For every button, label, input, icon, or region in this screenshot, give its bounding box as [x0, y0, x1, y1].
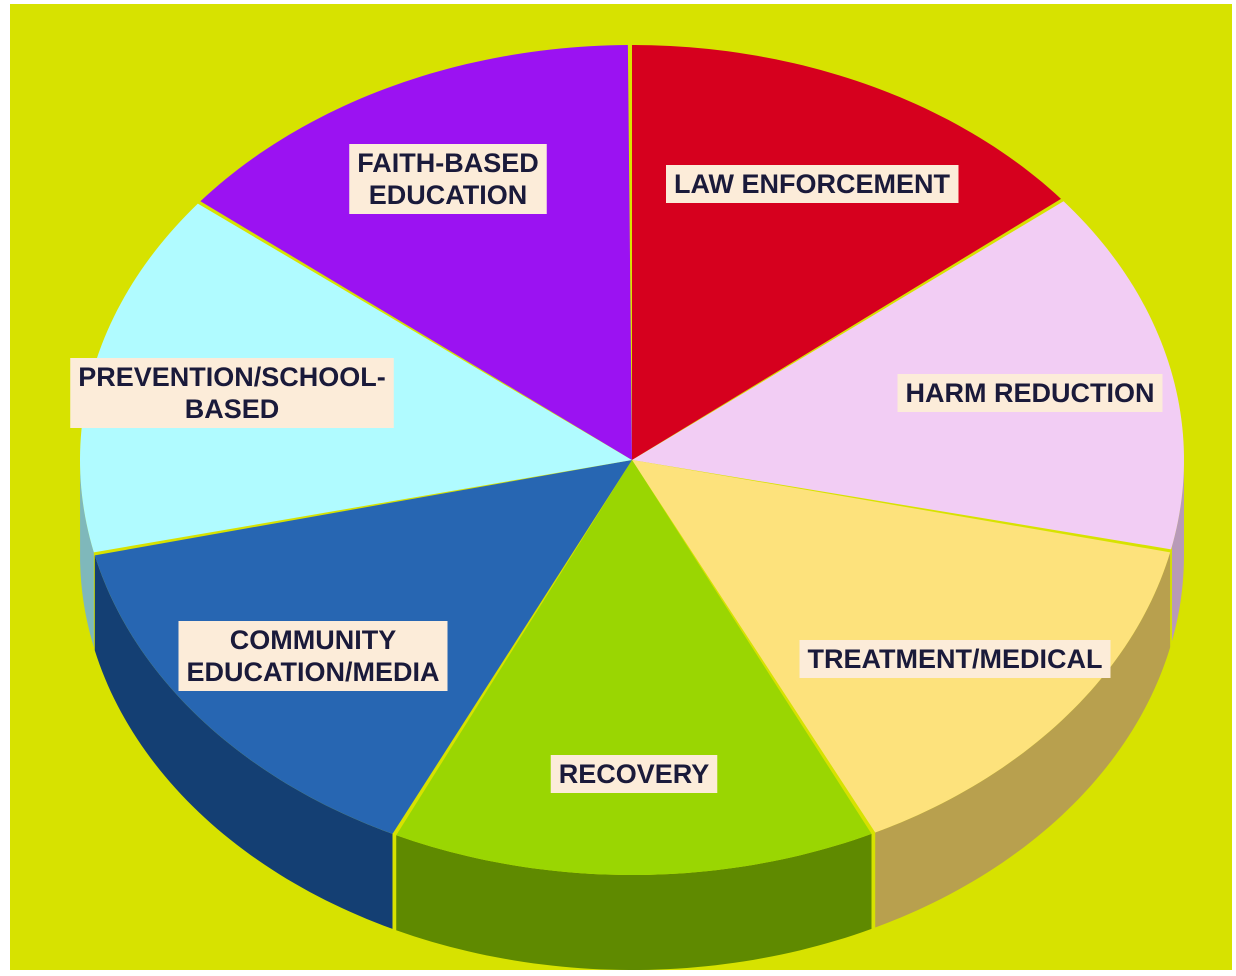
label-text: LAW ENFORCEMENT: [674, 169, 950, 199]
label-text: EDUCATION/MEDIA: [187, 657, 440, 687]
pie-slice: [396, 460, 872, 875]
label-box: [550, 755, 718, 793]
label-text: FAITH-BASED: [357, 148, 539, 178]
pie-sides: [80, 460, 1184, 970]
slice-label: HARM REDUCTION: [897, 374, 1163, 412]
label-box: [70, 358, 394, 428]
label-box: [897, 374, 1163, 412]
label-box: [349, 144, 547, 214]
label-text: PREVENTION/SCHOOL-: [78, 362, 386, 392]
slice-label: RECOVERY: [550, 755, 718, 793]
pie-slice: [632, 45, 1061, 460]
label-text: HARM REDUCTION: [906, 378, 1155, 408]
label-text: EDUCATION: [369, 180, 528, 210]
label-box: [178, 621, 448, 691]
pie-side: [80, 466, 94, 648]
slice-label: PREVENTION/SCHOOL-BASED: [70, 358, 394, 428]
pie-side: [94, 555, 393, 929]
slice-label: TREATMENT/MEDICAL: [799, 640, 1111, 678]
label-text: RECOVERY: [559, 759, 710, 789]
label-text: BASED: [185, 394, 280, 424]
label-text: TREATMENT/MEDICAL: [808, 644, 1103, 674]
labels: LAW ENFORCEMENT HARM REDUCTION TREATMENT/M…: [70, 144, 1163, 793]
pie-side: [1171, 460, 1184, 642]
label-box: [799, 640, 1111, 678]
label-text: COMMUNITY: [230, 625, 396, 655]
label-box: [666, 165, 959, 203]
pie-side: [396, 833, 872, 970]
pie-side: [875, 552, 1171, 928]
slice-label: LAW ENFORCEMENT: [666, 165, 959, 203]
